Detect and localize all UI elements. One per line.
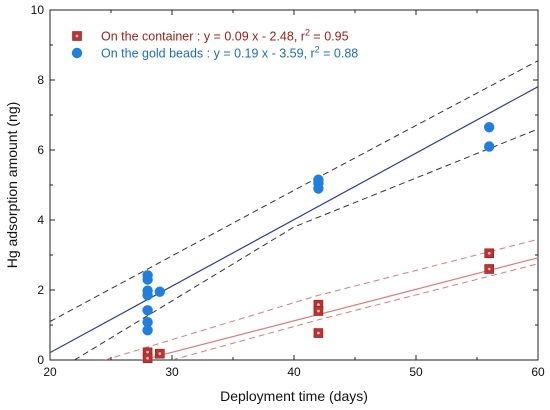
y-axis-label: Hg adsorption amount (ng) — [4, 102, 20, 269]
legend-circle-marker — [71, 47, 83, 59]
square-marker-center — [317, 303, 320, 307]
x-tick-label: 50 — [409, 365, 423, 379]
legend-equation: On the gold beads : y = 0.19 x - 3.59, r — [101, 47, 315, 61]
square-marker-center — [146, 350, 150, 354]
y-tick-label: 8 — [37, 73, 44, 87]
axis-ticks: 20 30 40 50 60 0 2 4 6 8 10 — [31, 3, 545, 379]
gold-beads-point — [313, 183, 324, 194]
legend: On the container : y = 0.09 x - 2.48, r2… — [71, 28, 358, 61]
container-fit-line — [141, 257, 538, 360]
legend-superscript: 2 — [305, 28, 310, 38]
legend-equation: On the container : y = 0.09 x - 2.48, r — [101, 30, 305, 44]
container-upper-confidence-line — [104, 238, 538, 360]
square-marker-center — [146, 356, 150, 360]
x-tick-label: 30 — [165, 365, 179, 379]
legend-r-squared: = 0.88 — [320, 47, 359, 61]
container-point — [142, 353, 153, 364]
container-point — [484, 264, 495, 274]
fit-lines — [50, 86, 538, 360]
x-tick-label: 20 — [43, 365, 57, 379]
gold-beads-fit-line — [50, 86, 538, 354]
square-marker-center — [487, 251, 491, 255]
container-point — [484, 248, 495, 259]
gold-beads-point — [484, 141, 495, 152]
legend-square-marker-center — [75, 34, 79, 38]
legend-entry: On the container : y = 0.09 x - 2.48, r2… — [101, 28, 349, 44]
y-tick-label: 10 — [31, 3, 45, 17]
x-axis-label: Deployment time (days) — [220, 388, 368, 404]
legend-superscript: 2 — [315, 45, 320, 55]
plot-area-border — [49, 9, 539, 361]
legend-entry: On the gold beads : y = 0.19 x - 3.59, r… — [101, 45, 358, 61]
plot-frame — [49, 9, 539, 361]
gold-beads-lower-confidence-line — [74, 128, 538, 360]
square-marker-center — [317, 309, 320, 313]
legend-r-squared: = 0.95 — [310, 30, 349, 44]
x-tick-label: 60 — [531, 365, 545, 379]
gold-beads-point — [142, 305, 153, 316]
gold-beads-point — [484, 122, 495, 133]
square-marker-center — [158, 352, 162, 356]
container-point — [313, 306, 324, 316]
y-tick-label: 2 — [37, 283, 44, 297]
gold-beads-point — [154, 286, 165, 297]
container-lower-confidence-line — [171, 263, 538, 360]
gold-beads-point — [142, 290, 153, 301]
square-marker-center — [317, 331, 320, 335]
gold-beads-point — [142, 325, 153, 336]
y-tick-label: 6 — [37, 143, 44, 157]
y-tick-label: 0 — [37, 353, 44, 367]
container-point — [313, 328, 324, 338]
gold-beads-point — [142, 274, 153, 285]
y-tick-label: 4 — [37, 213, 44, 227]
container-point — [155, 348, 165, 359]
x-tick-label: 40 — [287, 365, 301, 379]
gold-beads-upper-confidence-line — [50, 60, 538, 322]
data-points — [142, 122, 495, 364]
confidence-bands — [50, 60, 538, 360]
gold-beads-point — [142, 317, 153, 328]
square-marker-center — [487, 267, 491, 271]
